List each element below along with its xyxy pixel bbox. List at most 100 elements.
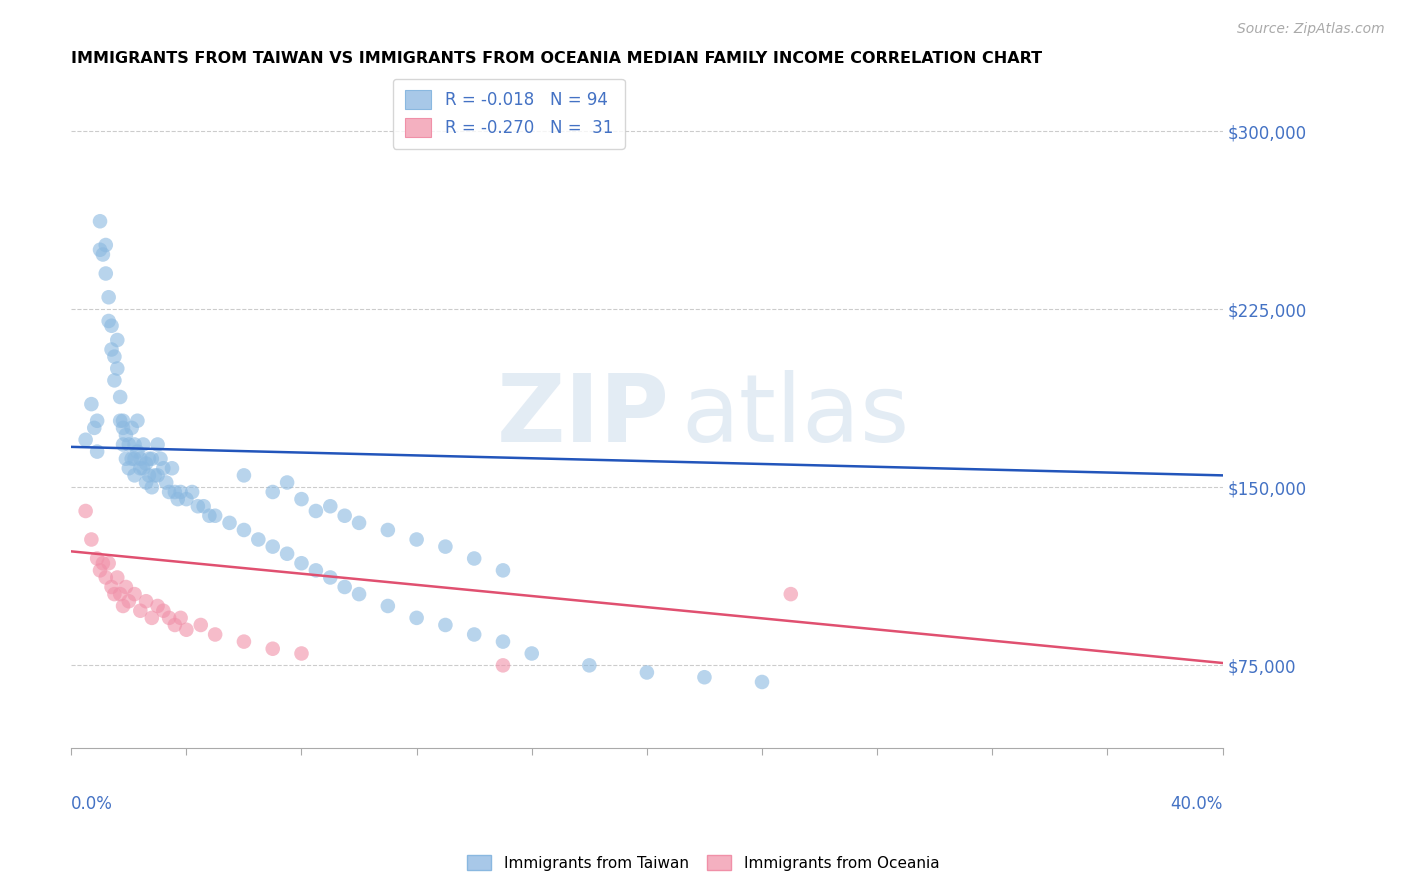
Point	[204, 508, 226, 523]
Point	[779, 587, 801, 601]
Point	[520, 647, 543, 661]
Point	[138, 451, 160, 466]
Point	[169, 485, 191, 500]
Point	[319, 570, 342, 584]
Point	[492, 634, 515, 648]
Point	[115, 580, 138, 594]
Point	[138, 468, 160, 483]
Point	[333, 508, 356, 523]
Point	[115, 451, 138, 466]
Point	[149, 451, 172, 466]
Point	[108, 414, 131, 428]
Point	[492, 658, 515, 673]
Point	[75, 433, 97, 447]
Point	[94, 238, 117, 252]
Point	[305, 563, 328, 577]
Point	[135, 594, 157, 608]
Point	[198, 508, 221, 523]
Point	[80, 533, 103, 547]
Point	[492, 563, 515, 577]
Point	[127, 444, 149, 458]
Point	[176, 623, 198, 637]
Point	[262, 641, 284, 656]
Point	[124, 437, 146, 451]
Point	[276, 547, 298, 561]
Point	[141, 611, 163, 625]
Point	[105, 570, 128, 584]
Point	[152, 604, 174, 618]
Point	[377, 599, 399, 613]
Text: 40.0%: 40.0%	[1170, 795, 1223, 813]
Point	[132, 437, 155, 451]
Point	[75, 504, 97, 518]
Point	[112, 421, 135, 435]
Point	[232, 634, 254, 648]
Point	[405, 611, 427, 625]
Point	[103, 587, 125, 601]
Point	[347, 587, 370, 601]
Point	[166, 492, 188, 507]
Point	[169, 611, 191, 625]
Point	[434, 618, 457, 632]
Point	[91, 247, 114, 261]
Point	[276, 475, 298, 490]
Point	[121, 451, 143, 466]
Point	[181, 485, 204, 500]
Point	[636, 665, 658, 680]
Point	[218, 516, 240, 530]
Point	[290, 556, 312, 570]
Point	[319, 500, 342, 514]
Point	[103, 350, 125, 364]
Point	[129, 461, 152, 475]
Point	[89, 214, 111, 228]
Point	[152, 461, 174, 475]
Point	[129, 451, 152, 466]
Point	[377, 523, 399, 537]
Point	[305, 504, 328, 518]
Text: ZIP: ZIP	[498, 370, 669, 462]
Point	[141, 451, 163, 466]
Point	[118, 461, 141, 475]
Point	[146, 468, 169, 483]
Point	[405, 533, 427, 547]
Point	[118, 594, 141, 608]
Point	[232, 523, 254, 537]
Point	[83, 421, 105, 435]
Text: IMMIGRANTS FROM TAIWAN VS IMMIGRANTS FROM OCEANIA MEDIAN FAMILY INCOME CORRELATI: IMMIGRANTS FROM TAIWAN VS IMMIGRANTS FRO…	[72, 51, 1042, 66]
Point	[124, 587, 146, 601]
Legend: Immigrants from Taiwan, Immigrants from Oceania: Immigrants from Taiwan, Immigrants from …	[458, 846, 948, 880]
Point	[751, 675, 773, 690]
Text: atlas: atlas	[682, 370, 910, 462]
Point	[105, 333, 128, 347]
Point	[190, 618, 212, 632]
Point	[463, 627, 485, 641]
Point	[204, 627, 226, 641]
Point	[118, 437, 141, 451]
Point	[124, 468, 146, 483]
Point	[434, 540, 457, 554]
Point	[176, 492, 198, 507]
Point	[463, 551, 485, 566]
Point	[127, 414, 149, 428]
Point	[146, 599, 169, 613]
Point	[262, 540, 284, 554]
Point	[129, 604, 152, 618]
Point	[86, 551, 108, 566]
Point	[132, 461, 155, 475]
Point	[89, 243, 111, 257]
Point	[86, 444, 108, 458]
Point	[157, 485, 180, 500]
Point	[578, 658, 600, 673]
Point	[157, 611, 180, 625]
Point	[86, 414, 108, 428]
Point	[193, 500, 215, 514]
Point	[124, 451, 146, 466]
Point	[103, 373, 125, 387]
Point	[97, 290, 120, 304]
Point	[163, 618, 186, 632]
Point	[135, 457, 157, 471]
Point	[89, 563, 111, 577]
Point	[155, 475, 177, 490]
Point	[97, 314, 120, 328]
Text: 0.0%: 0.0%	[72, 795, 112, 813]
